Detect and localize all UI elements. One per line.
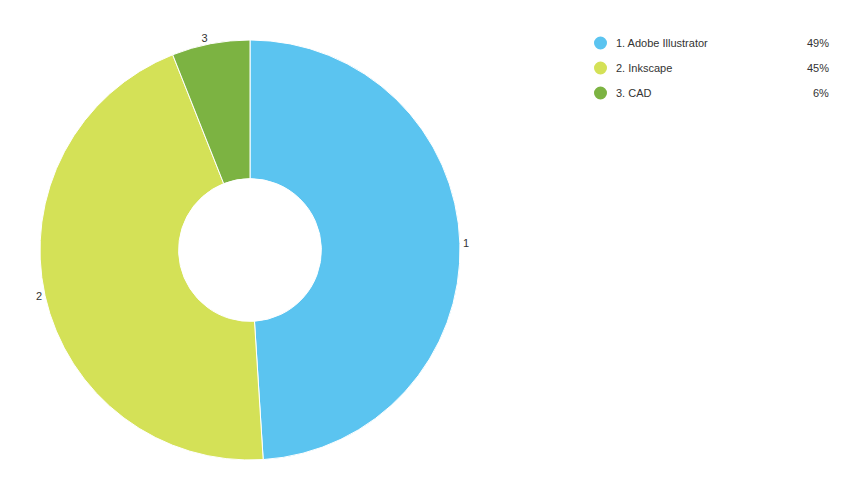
- svg-text:6%: 6%: [813, 87, 829, 99]
- svg-text:1: 1: [463, 237, 469, 249]
- svg-text:1. Adobe Illustrator: 1. Adobe Illustrator: [616, 37, 708, 49]
- svg-text:3: 3: [202, 32, 208, 44]
- svg-text:2: 2: [36, 290, 42, 302]
- svg-text:2. Inkscape: 2. Inkscape: [616, 62, 672, 74]
- svg-text:3. CAD: 3. CAD: [616, 87, 652, 99]
- svg-text:49%: 49%: [807, 37, 829, 49]
- svg-text:45%: 45%: [807, 62, 829, 74]
